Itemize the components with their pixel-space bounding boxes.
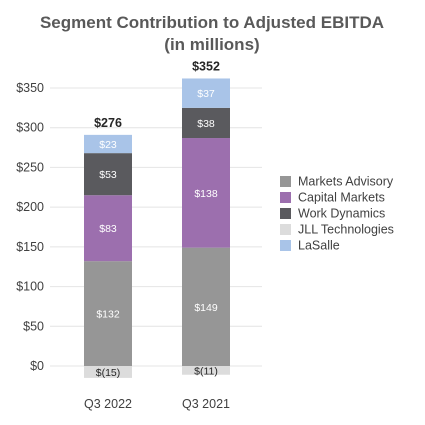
x-category-label: Q3 2021	[182, 397, 230, 411]
bar-segment	[84, 366, 132, 378]
x-category-label: Q3 2022	[84, 397, 132, 411]
segment-value-label: $37	[197, 88, 215, 100]
y-tick-label: $250	[16, 160, 44, 174]
bar-segment	[182, 78, 230, 108]
legend-label: LaSalle	[298, 239, 340, 253]
bar-segment	[182, 247, 230, 366]
legend-swatch	[280, 240, 291, 251]
bar-segment	[84, 134, 132, 154]
segment-value-label: $149	[194, 302, 218, 314]
segment-value-label: $(11)	[194, 365, 218, 377]
bars	[84, 78, 230, 378]
segment-value-label: $38	[197, 118, 215, 130]
legend-swatch	[280, 192, 291, 203]
segment-value-label: $83	[99, 223, 117, 235]
total-label: $276	[94, 116, 122, 130]
y-tick-label: $50	[23, 319, 44, 333]
legend-label: JLL Technologies	[298, 223, 394, 237]
y-tick-label: $100	[16, 280, 44, 294]
y-tick-label: $150	[16, 240, 44, 254]
gridlines	[50, 87, 262, 367]
bar-segment	[84, 153, 132, 196]
segment-value-label: $(15)	[96, 367, 121, 379]
y-tick-label: $200	[16, 200, 44, 214]
bar-segment	[84, 195, 132, 262]
bar-segment	[182, 366, 230, 375]
legend-label: Capital Markets	[298, 191, 385, 205]
legend: Markets Advisory Capital Markets Work Dyna…	[280, 175, 394, 253]
legend-swatch	[280, 176, 291, 187]
bar-labels: $132 $83 $53 $23 $(15) $276 $149 $138 $38 $37 $(11…	[94, 59, 220, 378]
y-tick-label: $0	[30, 359, 44, 373]
total-label: $352	[192, 59, 220, 73]
bar-segment	[84, 261, 132, 366]
segment-value-label: $53	[99, 169, 117, 181]
segment-value-label: $138	[194, 188, 218, 200]
chart-subtitle: (in millions)	[164, 35, 259, 54]
y-tick-label: $300	[16, 121, 44, 135]
y-axis-ticks: $0 $50 $100 $150 $200 $250 $300 $350	[16, 81, 44, 373]
legend-label: Markets Advisory	[298, 175, 394, 189]
segment-value-label: $132	[96, 309, 120, 321]
x-axis-categories: Q3 2022 Q3 2021	[84, 397, 230, 411]
legend-swatch	[280, 224, 291, 235]
chart-title: Segment Contribution to Adjusted EBITDA	[40, 13, 384, 32]
y-tick-label: $350	[16, 81, 44, 95]
bar-segment	[182, 107, 230, 139]
legend-swatch	[280, 208, 291, 219]
segment-value-label: $23	[99, 139, 117, 151]
legend-label: Work Dynamics	[298, 207, 385, 221]
bar-segment	[182, 138, 230, 248]
